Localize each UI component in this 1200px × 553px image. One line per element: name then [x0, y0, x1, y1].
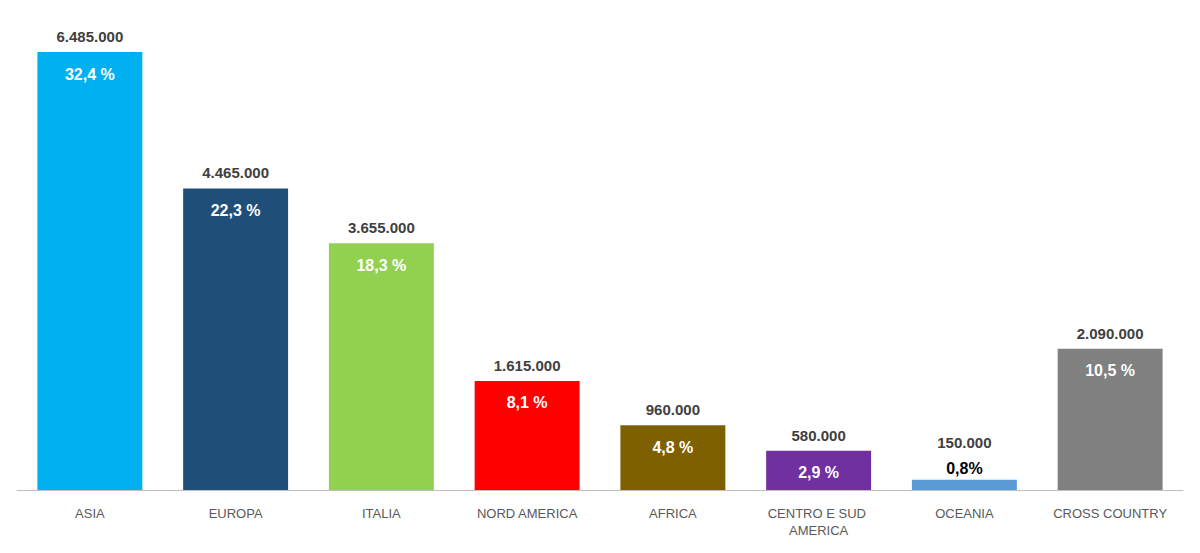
svg-text:3.655.000: 3.655.000 — [348, 219, 415, 236]
svg-text:NORD AMERICA: NORD AMERICA — [477, 506, 578, 521]
svg-text:2,9 %: 2,9 % — [798, 464, 839, 481]
svg-text:2.090.000: 2.090.000 — [1077, 325, 1144, 342]
svg-text:10,5 %: 10,5 % — [1085, 362, 1135, 379]
svg-text:150.000: 150.000 — [937, 434, 991, 451]
svg-text:8,1 %: 8,1 % — [507, 394, 548, 411]
svg-text:ASIA: ASIA — [75, 506, 105, 521]
svg-text:0,8%: 0,8% — [946, 460, 982, 477]
svg-text:OCEANIA: OCEANIA — [935, 506, 994, 521]
svg-text:18,3 %: 18,3 % — [356, 257, 406, 274]
svg-text:4.465.000: 4.465.000 — [202, 164, 269, 181]
svg-text:32,4 %: 32,4 % — [65, 66, 115, 83]
svg-text:AFRICA: AFRICA — [649, 506, 697, 521]
svg-text:ITALIA: ITALIA — [362, 506, 401, 521]
svg-text:22,3 %: 22,3 % — [211, 202, 261, 219]
svg-text:1.615.000: 1.615.000 — [494, 357, 561, 374]
svg-text:4,8 %: 4,8 % — [652, 439, 693, 456]
svg-text:960.000: 960.000 — [646, 401, 700, 418]
svg-text:6.485.000: 6.485.000 — [57, 28, 124, 45]
svg-text:580.000: 580.000 — [792, 427, 846, 444]
svg-text:CROSS COUNTRY: CROSS COUNTRY — [1053, 506, 1167, 521]
svg-text:CENTRO E SUD: CENTRO E SUD — [768, 506, 870, 521]
svg-text:AMERICA: AMERICA — [789, 523, 849, 538]
svg-text:EUROPA: EUROPA — [209, 506, 263, 521]
